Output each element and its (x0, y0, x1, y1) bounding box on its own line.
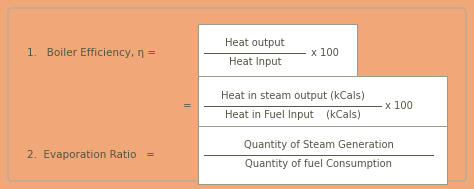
Text: Heat in steam output (kCals): Heat in steam output (kCals) (221, 91, 365, 101)
FancyBboxPatch shape (198, 24, 356, 82)
Text: =: = (182, 101, 191, 111)
Text: Heat output: Heat output (225, 38, 284, 48)
Text: Heat Input: Heat Input (228, 57, 281, 67)
Text: 2.  Evaporation Ratio   =: 2. Evaporation Ratio = (27, 150, 155, 160)
Text: 1.   Boiler Efficiency, η =: 1. Boiler Efficiency, η = (27, 48, 156, 58)
FancyBboxPatch shape (8, 8, 466, 181)
Text: x 100: x 100 (311, 48, 339, 58)
FancyBboxPatch shape (198, 77, 447, 135)
Text: Quantity of fuel Consumption: Quantity of fuel Consumption (245, 160, 392, 170)
FancyBboxPatch shape (198, 126, 447, 184)
Text: Quantity of Steam Generation: Quantity of Steam Generation (244, 140, 393, 150)
Text: Heat in Fuel Input    (kCals): Heat in Fuel Input (kCals) (225, 110, 361, 120)
Text: x 100: x 100 (385, 101, 413, 111)
